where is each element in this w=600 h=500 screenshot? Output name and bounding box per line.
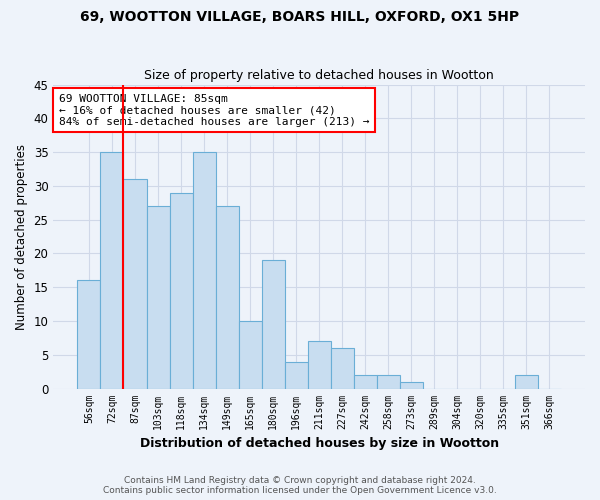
Bar — [77, 280, 100, 388]
Bar — [400, 382, 423, 388]
Text: 69 WOOTTON VILLAGE: 85sqm
← 16% of detached houses are smaller (42)
84% of semi-: 69 WOOTTON VILLAGE: 85sqm ← 16% of detac… — [59, 94, 369, 127]
Bar — [515, 375, 538, 388]
Bar — [146, 206, 170, 388]
Bar — [239, 321, 262, 388]
Bar — [377, 375, 400, 388]
Title: Size of property relative to detached houses in Wootton: Size of property relative to detached ho… — [144, 69, 494, 82]
Bar — [215, 206, 239, 388]
Bar — [262, 260, 284, 388]
Bar — [331, 348, 353, 389]
Bar — [124, 179, 146, 388]
Bar — [100, 152, 124, 388]
Bar — [308, 342, 331, 388]
Bar — [353, 375, 377, 388]
Bar — [284, 362, 308, 388]
Text: Contains HM Land Registry data © Crown copyright and database right 2024.
Contai: Contains HM Land Registry data © Crown c… — [103, 476, 497, 495]
X-axis label: Distribution of detached houses by size in Wootton: Distribution of detached houses by size … — [140, 437, 499, 450]
Bar — [170, 192, 193, 388]
Text: 69, WOOTTON VILLAGE, BOARS HILL, OXFORD, OX1 5HP: 69, WOOTTON VILLAGE, BOARS HILL, OXFORD,… — [80, 10, 520, 24]
Y-axis label: Number of detached properties: Number of detached properties — [15, 144, 28, 330]
Bar — [193, 152, 215, 388]
